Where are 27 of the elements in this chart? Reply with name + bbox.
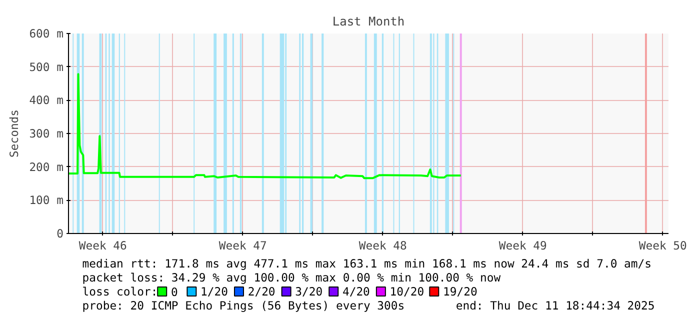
legend-label: 4/20	[342, 284, 370, 298]
legend-label: 0	[170, 285, 178, 299]
line-series	[68, 73, 462, 180]
x-tick-label: Week 50	[638, 238, 688, 252]
x-tick-label: Week 49	[498, 238, 548, 252]
x-tick-label: Week 48	[358, 238, 408, 252]
legend-label: 10/20	[390, 284, 424, 298]
x-tick-label: Week 46	[78, 238, 128, 252]
legend-label: 2/20	[248, 284, 276, 298]
y-tick-label: 0	[56, 226, 64, 240]
legend-title: loss color:	[82, 284, 158, 298]
y-tick-label: 200 m	[29, 160, 64, 174]
text: median rtt: 171.8 ms avg 477.1 ms max 163.1 ms min 168.1 ms now 24.4 ms sd 7.0 am/s	[82, 256, 652, 270]
text: end: Thu Dec 11 18:44:34 2025	[456, 298, 655, 312]
y-tick-label: 300 m	[29, 126, 64, 140]
y-tick-label: 100 m	[29, 193, 64, 208]
y-tick-label: 500 m	[29, 60, 64, 74]
legend-label: 19/20	[443, 284, 478, 298]
legend-label: 3/20	[295, 284, 323, 298]
text: probe: 20 ICMP Echo Pings (56 Bytes) every 300s	[82, 298, 405, 312]
legend-label: 1/20	[200, 284, 228, 298]
chart-title: Last Month	[332, 14, 405, 28]
text: packet loss: 34.29 % avg 100.00 % max 0.00 % min 100.00 % now	[82, 270, 501, 284]
y-axis-title: Seconds	[7, 109, 22, 158]
y-tick-label: 600 m	[29, 26, 64, 40]
y-tick-label: 400 m	[29, 93, 64, 108]
x-tick-label: Week 47	[218, 238, 267, 252]
